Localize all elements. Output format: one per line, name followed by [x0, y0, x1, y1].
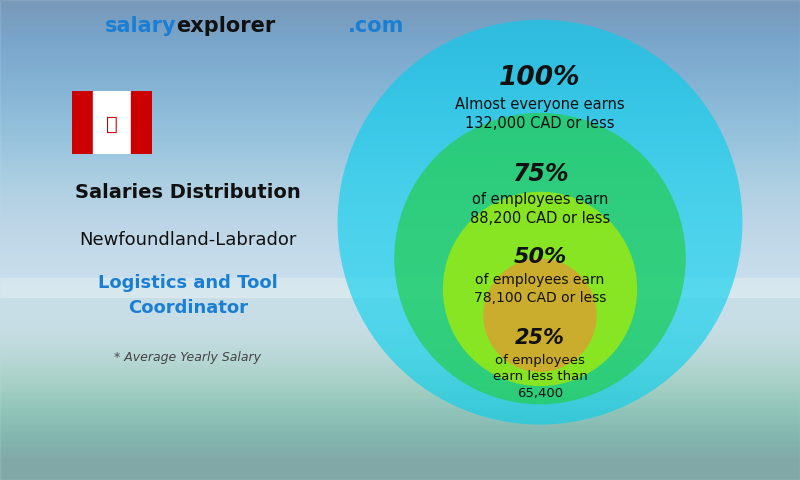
Text: Newfoundland-Labrador: Newfoundland-Labrador — [79, 231, 297, 249]
Text: 🍁: 🍁 — [106, 114, 118, 133]
Circle shape — [394, 113, 686, 404]
Text: Salaries Distribution: Salaries Distribution — [75, 182, 301, 202]
Circle shape — [483, 259, 597, 372]
Text: 100%: 100% — [499, 65, 581, 91]
Bar — [94, 91, 130, 154]
Circle shape — [338, 20, 742, 425]
Bar — [72, 91, 94, 154]
Text: salary: salary — [104, 16, 176, 36]
Text: 75%: 75% — [512, 162, 568, 186]
Circle shape — [443, 192, 637, 386]
Text: of employees earn
78,100 CAD or less: of employees earn 78,100 CAD or less — [474, 273, 606, 305]
Text: 50%: 50% — [514, 247, 566, 267]
Text: 25%: 25% — [515, 328, 565, 348]
Text: * Average Yearly Salary: * Average Yearly Salary — [114, 351, 262, 364]
Bar — [130, 91, 152, 154]
Text: explorer: explorer — [176, 16, 275, 36]
Text: of employees
earn less than
65,400: of employees earn less than 65,400 — [493, 354, 587, 400]
Text: of employees earn
88,200 CAD or less: of employees earn 88,200 CAD or less — [470, 192, 610, 226]
Text: Almost everyone earns
132,000 CAD or less: Almost everyone earns 132,000 CAD or les… — [455, 96, 625, 131]
Text: .com: .com — [348, 16, 404, 36]
Text: Logistics and Tool
Coordinator: Logistics and Tool Coordinator — [98, 274, 278, 317]
